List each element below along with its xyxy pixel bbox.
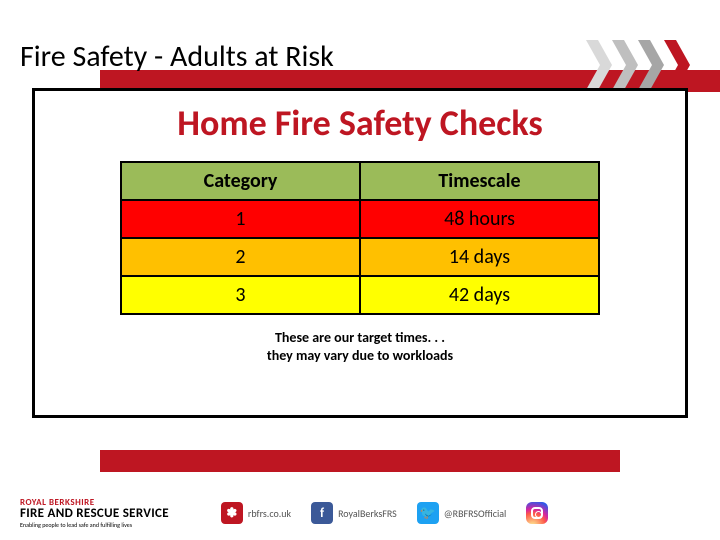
chevron-icon [612,40,638,90]
social-item: ✽ rbfrs.co.uk [221,502,291,524]
table-header: Timescale [360,162,599,200]
page-title: Fire Safety - Adults at Risk [20,38,334,75]
instagram-icon [526,502,548,524]
footer: ROYAL BERKSHIRE FIRE AND RESCUE SERVICE … [20,498,700,528]
social-label: @RBFRSOfficial [444,507,507,520]
chevron-group [586,40,690,90]
timescale-table: CategoryTimescale 148 hours214 days342 d… [120,161,600,315]
note-line1: These are our target times. . . [275,329,445,346]
content-box: Home Fire Safety Checks CategoryTimescal… [32,88,688,418]
social-label: RoyalBerksFRS [338,507,397,520]
facebook-icon: f [311,502,333,524]
table-header: Category [121,162,360,200]
header: Fire Safety - Adults at Risk [0,20,720,72]
logo-main: FIRE AND RESCUE SERVICE [20,507,169,520]
note-text: These are our target times. . . they may… [35,329,685,365]
social-item: f RoyalBerksFRS [311,502,397,524]
table-cell: 2 [121,238,360,276]
table-row: 148 hours [121,200,599,238]
table-cell: 1 [121,200,360,238]
table-cell: 3 [121,276,360,314]
globe-icon: ✽ [221,502,243,524]
social-item [526,502,548,524]
chevron-icon [586,40,612,90]
chevron-icon [664,40,690,90]
table-cell: 42 days [360,276,599,314]
table-cell: 14 days [360,238,599,276]
table-row: 214 days [121,238,599,276]
table-cell: 48 hours [360,200,599,238]
table-row: 342 days [121,276,599,314]
social-links: ✽ rbfrs.co.uk f RoyalBerksFRS 🐦 @RBFRSOfficia… [221,502,548,524]
twitter-icon: 🐦 [417,502,439,524]
logo: ROYAL BERKSHIRE FIRE AND RESCUE SERVICE … [20,498,169,528]
social-label: rbfrs.co.uk [248,507,291,520]
footer-red-bar [100,450,620,472]
note-line2: they may vary due to workloads [267,347,453,364]
section-title: Home Fire Safety Checks [35,101,685,145]
logo-sub: Enabling people to lead safe and fulfill… [20,522,169,528]
social-item: 🐦 @RBFRSOfficial [417,502,507,524]
chevron-icon [638,40,664,90]
